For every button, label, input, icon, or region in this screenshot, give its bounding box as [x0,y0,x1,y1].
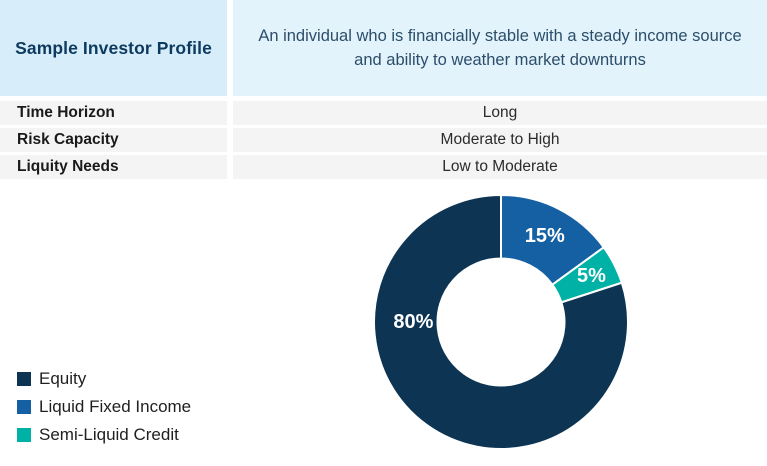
header-description-cell: An individual who is financially stable … [233,0,767,96]
legend-swatch-liquid-fixed-income [17,399,31,414]
legend-item-semi-liquid-credit: Semi-Liquid Credit [17,424,191,444]
legend-item-equity: Equity [17,368,191,388]
legend-label: Semi-Liquid Credit [39,424,179,444]
row-value: Long [233,101,767,125]
table-row-risk-capacity: Risk Capacity Moderate to High [0,128,767,152]
chart-legend: Equity Liquid Fixed Income Semi-Liquid C… [17,368,192,455]
row-label: Time Horizon [0,101,227,125]
donut-chart-svg: 15% 5% 80% [373,194,629,450]
page-title: Sample Investor Profile [15,37,212,58]
profile-description: An individual who is financially stable … [258,27,742,69]
slice-percent-label: 80% [393,311,433,333]
legend-label: Liquid Fixed Income [39,396,192,416]
donut-slice-equity [373,194,629,450]
slice-percent-label: 5% [577,265,606,287]
slice-percent-label: 15% [525,225,565,247]
row-value: Moderate to High [233,128,767,152]
table-row-time-horizon: Time Horizon Long [0,101,767,125]
legend-swatch-equity [17,371,31,386]
table-row-liquity-needs: Liquity Needs Low to Moderate [0,155,767,179]
legend-swatch-semi-liquid-credit [17,427,31,442]
legend-item-liquid-fixed-income: Liquid Fixed Income [17,396,192,416]
row-label: Risk Capacity [0,128,227,152]
row-label: Liquity Needs [0,155,227,179]
allocation-donut-chart: 15% 5% 80% [370,191,632,453]
header-title-cell: Sample Investor Profile [0,0,227,96]
header-row: Sample Investor Profile An individual wh… [0,0,767,96]
row-value: Low to Moderate [233,155,767,179]
legend-label: Equity [39,368,87,388]
